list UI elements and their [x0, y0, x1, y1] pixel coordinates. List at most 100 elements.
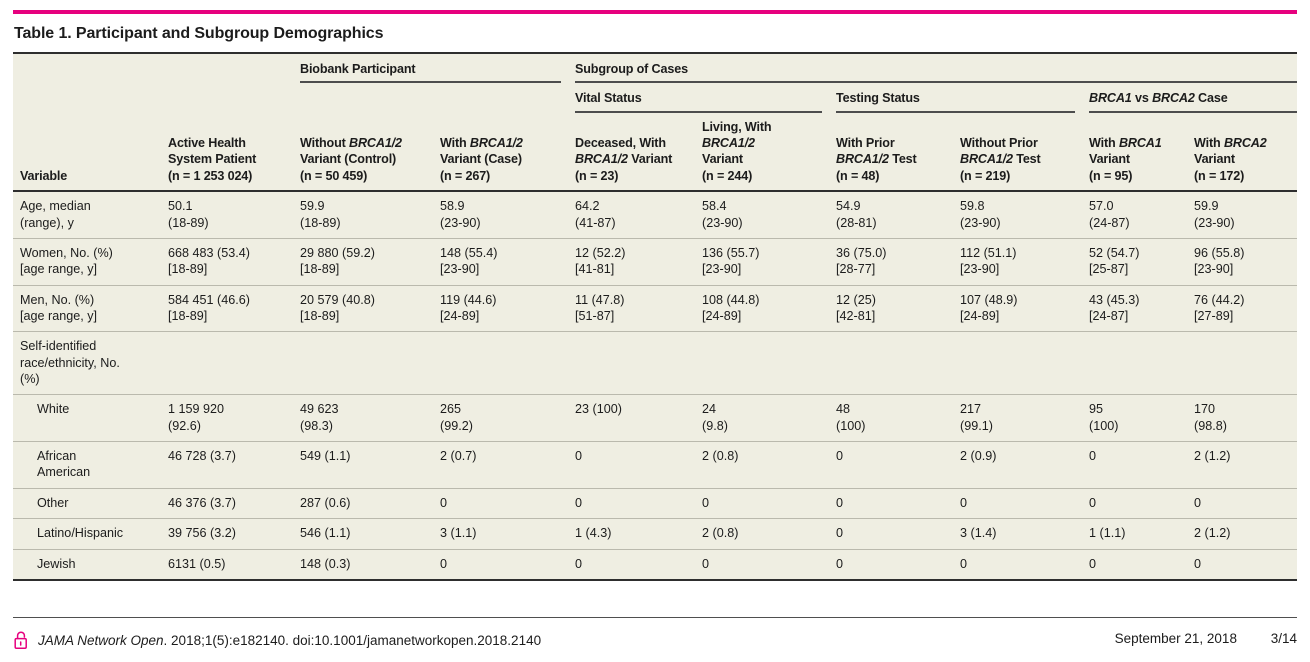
data-cell: 0 [575, 487, 703, 519]
data-cell [1194, 331, 1298, 395]
data-cell: 3 (1.1) [440, 518, 576, 550]
accent-top-rule [13, 10, 1297, 14]
data-cell: 0 [836, 548, 961, 580]
column-header: Deceased, With BRCA1/2 Variant (n = 23) [575, 112, 703, 193]
subgroup-header: Vital Status [575, 83, 836, 113]
data-cell: 170 (98.8) [1194, 394, 1298, 442]
header-spacer [13, 83, 575, 112]
data-cell: 64.2 (41-87) [575, 199, 616, 230]
subgroup-header-label: Testing Status [836, 90, 1076, 113]
group-header-label: Subgroup of Cases [575, 61, 1298, 84]
footer-rule [13, 616, 1297, 618]
data-cell: 0 [1089, 441, 1195, 489]
data-cell: 0 [960, 487, 1090, 519]
data-cell: 0 [1089, 548, 1195, 580]
data-cell: 668 483 (53.4) [18-89] [168, 237, 300, 286]
row-label: White [13, 394, 168, 442]
data-cell: 1 159 920 (92.6) [168, 394, 300, 442]
data-cell: 46 728 (3.7) [168, 441, 300, 489]
data-cell: 0 [440, 548, 576, 580]
group-header: Subgroup of Cases [575, 53, 1298, 84]
data-cell: 2 (0.8) [702, 518, 837, 550]
data-cell: 46 376 (3.7) [168, 487, 300, 519]
data-cell: 58.9 (23-90) [440, 199, 481, 230]
data-cell: 50.1 (18-89) [168, 199, 209, 230]
data-cell: 20 579 (40.8) [18-89] [300, 284, 440, 332]
data-cell: 49 623 (98.3) [300, 394, 440, 442]
page-footer: JAMA Network Open. 2018;1(5):e182140. do… [13, 618, 1297, 650]
data-cell: 287 (0.6) [300, 487, 440, 519]
data-cell [575, 331, 703, 395]
data-cell [1089, 331, 1195, 395]
data-cell: 2 (1.2) [1194, 441, 1298, 489]
table-row: Age, median (range), y 50.1 (18-89) 59.9 (… [13, 191, 1297, 238]
data-cell: 59.9 (23-90) [1194, 199, 1235, 230]
data-cell: 0 [702, 487, 837, 519]
data-cell: 1 (4.3) [575, 518, 703, 550]
page-number: 3/14 [1270, 630, 1297, 646]
row-label: Women, No. (%) [age range, y] [13, 237, 168, 286]
data-cell: 1 (1.1) [1089, 518, 1195, 550]
open-access-lock-icon [14, 631, 27, 649]
data-cell: 148 (0.3) [300, 548, 440, 580]
data-cell: 0 [1194, 487, 1298, 519]
data-cell: 549 (1.1) [300, 441, 440, 489]
data-cell: 0 [836, 518, 961, 550]
column-header: With BRCA1 Variant (n = 95) [1089, 112, 1195, 193]
table-row: Women, No. (%) [age range, y] 668 483 (53… [13, 237, 1298, 286]
column-header: Without BRCA1/2 Variant (Control) (n = 5… [300, 112, 440, 193]
data-cell: 0 [1089, 487, 1195, 519]
data-cell: 52 (54.7) [25-87] [1089, 237, 1195, 286]
data-cell: 3 (1.4) [960, 518, 1090, 550]
column-header: Living, With BRCA1/2 Variant (n = 244) [702, 112, 837, 193]
citation-text: JAMA Network Open. 2018;1(5):e182140. do… [38, 632, 542, 648]
data-cell: 95 (100) [1089, 394, 1195, 442]
data-cell: 39 756 (3.2) [168, 518, 300, 550]
column-header: With Prior BRCA1/2 Test (n = 48) [836, 112, 961, 193]
row-label: Other [13, 487, 168, 519]
data-cell: 12 (52.2) [41-81] [575, 237, 703, 286]
data-cell: 108 (44.8) [24-89] [702, 284, 837, 332]
data-cell: 76 (44.2) [27-89] [1194, 284, 1298, 332]
column-header: Variable [13, 112, 168, 193]
subgroup-header: Testing Status [836, 83, 1089, 113]
table-row: Self-identified race/ethnicity, No. (%) [13, 331, 1298, 395]
footer-meta: September 21, 2018 3/14 [1115, 631, 1297, 646]
data-cell: 265 (99.2) [440, 394, 576, 442]
data-cell: 0 [575, 441, 703, 489]
column-header: Active Health System Patient (n = 1 253 … [168, 112, 300, 193]
data-cell: 2 (0.9) [960, 441, 1090, 489]
data-cell: 0 [960, 548, 1090, 580]
table-header: Biobank Participant Subgroup of Cases Vita… [13, 53, 1298, 193]
table-body: Age, median (range), y 50.1 (18-89) 59.9 (… [13, 191, 1298, 580]
row-label: African American [13, 441, 168, 489]
table-row: African American 46 728 (3.7) 549 (1.1) 2 (… [13, 441, 1298, 489]
paper-page: Table 1. Participant and Subgroup Demogr… [0, 10, 1310, 650]
row-label: Latino/Hispanic [13, 518, 168, 550]
data-cell: 217 (99.1) [960, 394, 1090, 442]
table-row: Jewish 6131 (0.5) 148 (0.3) 0 0 0 0 0 0 0 [13, 548, 1298, 580]
data-cell: 59.8 (23-90) [960, 199, 1001, 230]
data-cell [836, 331, 961, 395]
data-cell: 24 (9.8) [702, 394, 837, 442]
data-cell [300, 331, 440, 395]
data-cell: 107 (48.9) [24-89] [960, 284, 1090, 332]
data-cell: 48 (100) [836, 394, 961, 442]
data-cell: 136 (55.7) [23-90] [702, 237, 837, 286]
data-cell: 0 [836, 487, 961, 519]
subgroup-header-label: BRCA1 vs BRCA2 Case [1089, 90, 1298, 113]
data-cell: 57.0 (24-87) [1089, 199, 1130, 230]
data-cell: 0 [575, 548, 703, 580]
table-row: White 1 159 920 (92.6) 49 623 (98.3) 265 (9… [13, 394, 1298, 442]
data-cell: 0 [836, 441, 961, 489]
data-cell: 11 (47.8) [51-87] [575, 284, 703, 332]
column-header: With BRCA1/2 Variant (Case) (n = 267) [440, 112, 576, 193]
row-label: Age, median (range), y [20, 199, 91, 230]
table-row: Other 46 376 (3.7) 287 (0.6) 0 0 0 0 0 0 0 [13, 487, 1298, 519]
data-cell: 2 (0.8) [702, 441, 837, 489]
data-cell: 43 (45.3) [24-87] [1089, 284, 1195, 332]
group-header-label: Biobank Participant [300, 61, 562, 84]
data-cell: 58.4 (23-90) [702, 199, 743, 230]
data-cell: 54.9 (28-81) [836, 199, 877, 230]
publication-date: September 21, 2018 [1114, 630, 1237, 646]
